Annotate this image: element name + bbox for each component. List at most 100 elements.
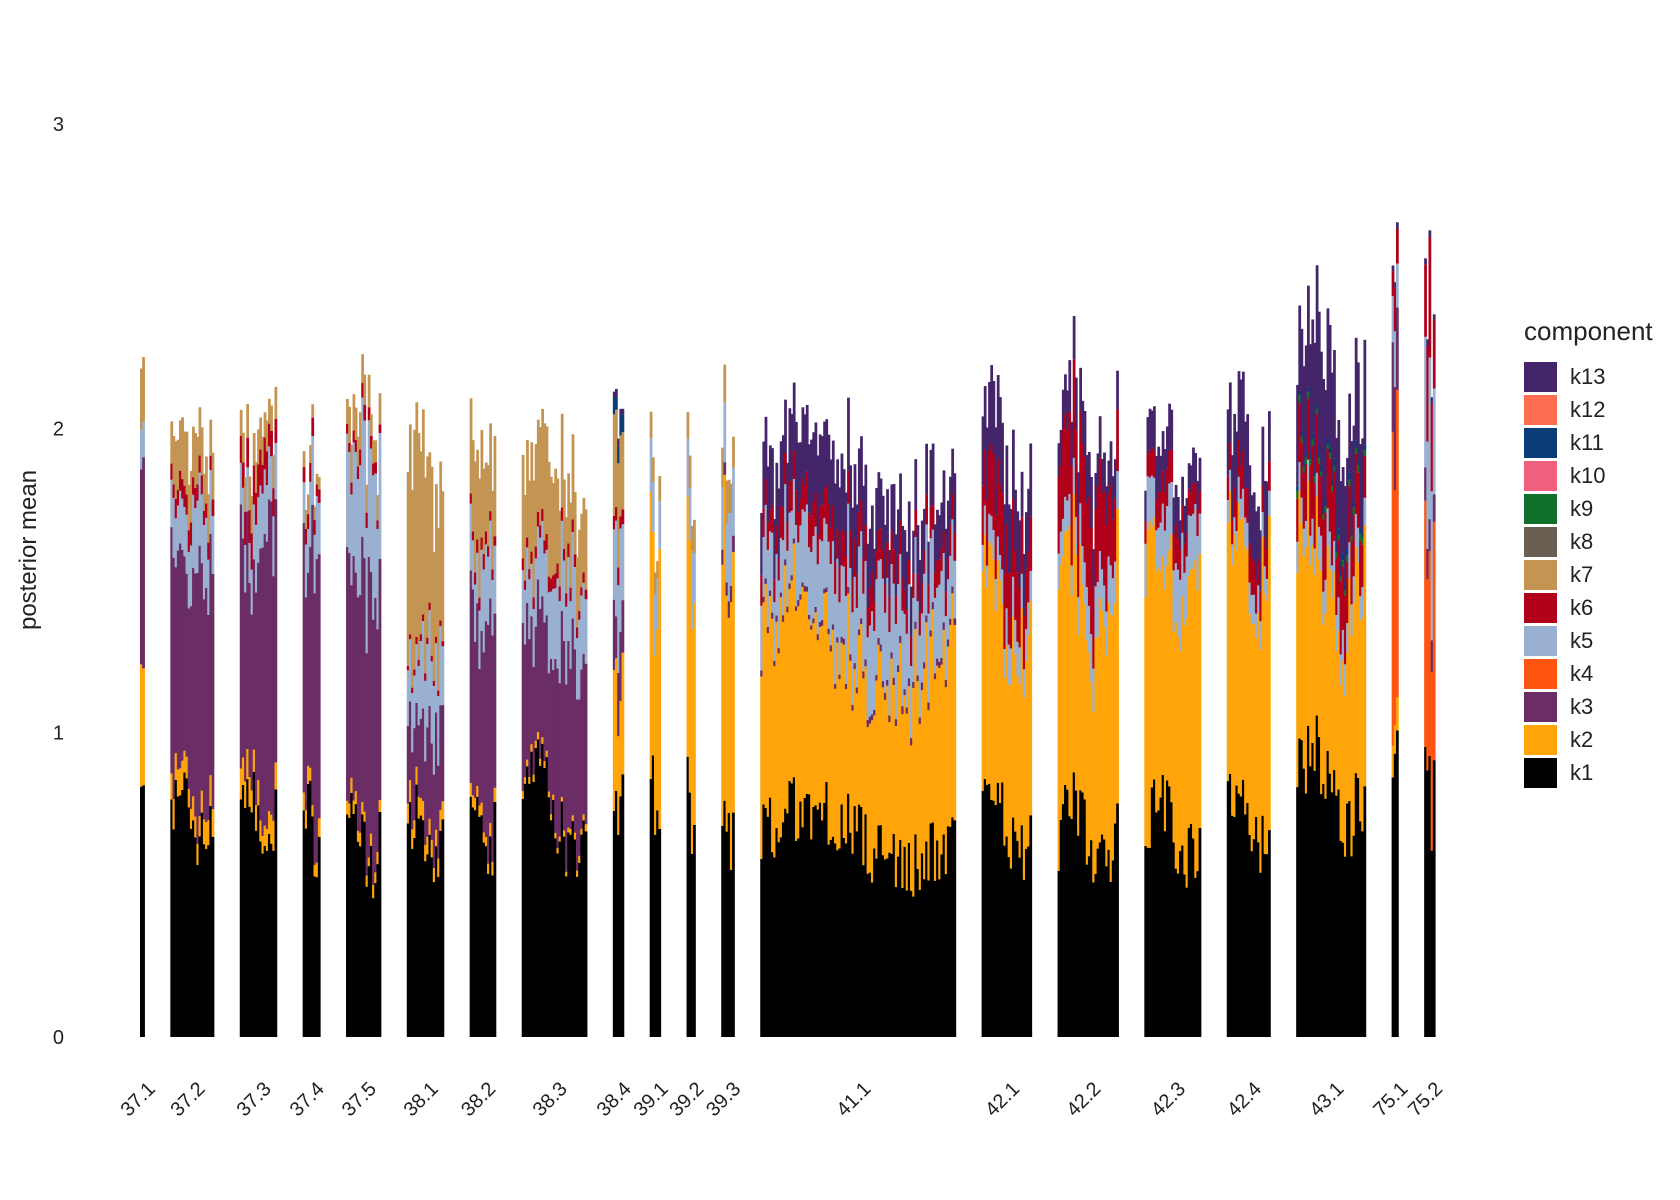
bar-segment-k5 <box>925 524 928 616</box>
bar-segment-k3 <box>521 622 525 792</box>
bar-segment-k3 <box>209 533 213 776</box>
bar-segment-k1 <box>261 853 265 1037</box>
bar-segment-k6 <box>441 641 445 647</box>
bar-segment-k6 <box>981 485 985 545</box>
bar-segment-k13 <box>912 530 915 574</box>
bar-segment-k1 <box>1168 786 1171 1037</box>
bar-segment-k6 <box>773 579 777 603</box>
bar-segment-k7 <box>434 484 438 637</box>
bar-segment-k3 <box>439 705 443 810</box>
bar-segment-k1 <box>1395 730 1399 1037</box>
bar-segment-k7 <box>181 417 184 480</box>
bar-segment-k3 <box>536 579 540 732</box>
bar-segment-k5 <box>855 608 859 688</box>
bar-segment-k5 <box>1311 518 1315 545</box>
bar-segment-k13 <box>1064 374 1067 414</box>
bar-segment-k1 <box>1014 831 1017 1037</box>
bar-segment-k2 <box>369 833 373 846</box>
bar-segment-k1 <box>1081 792 1085 1037</box>
bar-segment-k2 <box>1257 612 1260 843</box>
bar-segment-k11 <box>1361 532 1365 538</box>
bar-segment-k6 <box>890 531 894 565</box>
bar-segment-k6 <box>1326 448 1330 509</box>
bar-segment-k13 <box>1311 319 1315 434</box>
bar-segment-k11 <box>1320 464 1323 472</box>
bar-segment-k2 <box>248 777 252 807</box>
bar-segment-k5 <box>860 531 863 619</box>
bar-segment-k7 <box>615 409 618 508</box>
bar-segment-k5 <box>949 555 952 619</box>
bar-segment-k13 <box>1320 351 1323 465</box>
bar-segment-k6 <box>1109 484 1113 566</box>
bar-segment-k2 <box>1087 652 1091 857</box>
bar-segment-k6 <box>430 655 434 662</box>
bar-segment-k9 <box>1328 453 1332 459</box>
bar-segment-k7 <box>723 364 727 403</box>
bar-segment-k7 <box>469 398 473 494</box>
bar-segment-k3 <box>923 662 926 669</box>
bar-segment-k3 <box>539 608 542 759</box>
bar-segment-k3 <box>940 657 944 665</box>
bar-segment-k2 <box>304 810 308 829</box>
bar-segment-k1 <box>267 833 271 1037</box>
bar-segment-k13 <box>1363 339 1367 445</box>
bar-segment-k5 <box>760 605 764 671</box>
bar-segment-k6 <box>571 519 575 533</box>
bar-segment-k13 <box>1298 305 1302 391</box>
bar-segment-k7 <box>140 368 143 431</box>
bar-segment-k3 <box>953 618 957 626</box>
bar-segment-k1 <box>1098 842 1102 1037</box>
bar-segment-k5 <box>1155 530 1158 572</box>
bar-segment-k5 <box>1005 608 1009 646</box>
bar-segment-k1 <box>434 846 438 1037</box>
bar-segment-k6 <box>1085 502 1089 588</box>
bar-segment-k6 <box>797 512 800 543</box>
bar-segment-k1 <box>1261 815 1265 1037</box>
bar-segment-k6 <box>309 462 312 482</box>
bar-segment-k1 <box>792 777 796 1037</box>
bar-segment-k6 <box>552 575 555 589</box>
bar-segment-k13 <box>1068 360 1072 412</box>
bar-segment-k6 <box>547 576 551 593</box>
bar-segment-k2 <box>1393 725 1397 754</box>
bar-segment-k7 <box>545 426 549 534</box>
bar-segment-k13 <box>1248 465 1252 544</box>
bar-segment-k2 <box>1096 636 1100 849</box>
bar-segment-k5 <box>1307 459 1310 482</box>
bar-segment-k2 <box>936 665 939 841</box>
x-tick-label: 42.2 <box>1062 1078 1105 1121</box>
bar-segment-k1 <box>1189 823 1193 1037</box>
bar-segment-k13 <box>942 470 946 532</box>
bar-segment-k3 <box>376 629 380 852</box>
bar-segment-k13 <box>1194 453 1198 484</box>
bar-segment-k2 <box>426 836 430 855</box>
bar-segment-k13 <box>1029 443 1033 517</box>
bar-segment-k5 <box>363 420 367 559</box>
bar-segment-k7 <box>727 479 731 514</box>
bar-segment-k1 <box>315 877 319 1037</box>
bar-segment-k1 <box>1393 753 1397 1037</box>
bar-segment-k7 <box>179 420 182 471</box>
bar-segment-k6 <box>907 560 911 585</box>
bar-segment-k3 <box>317 554 321 819</box>
bar-segment-k9 <box>1326 444 1330 449</box>
bar-segment-k5 <box>725 523 729 583</box>
bar-segment-k5 <box>185 514 189 574</box>
bar-segment-k3 <box>760 670 764 677</box>
bar-segment-k5 <box>1057 553 1061 590</box>
bar-segment-k2 <box>417 796 421 819</box>
bar-segment-k2 <box>1146 529 1150 848</box>
bar-segment-k6 <box>476 539 479 553</box>
bar-segment-k2 <box>430 839 434 858</box>
bar-segment-k6 <box>359 449 362 466</box>
bar-segment-k13 <box>1391 265 1395 272</box>
bar-segment-k1 <box>272 850 276 1037</box>
bar-segment-k1 <box>254 830 258 1037</box>
bar-segment-k2 <box>1246 550 1250 803</box>
bar-segment-k5 <box>369 448 373 572</box>
bar-segment-k6 <box>844 556 848 597</box>
bar-segment-k5 <box>549 591 553 659</box>
bar-segment-k1 <box>354 804 358 1037</box>
bar-segment-k2 <box>897 672 900 857</box>
bar-segment-k7 <box>309 445 312 463</box>
